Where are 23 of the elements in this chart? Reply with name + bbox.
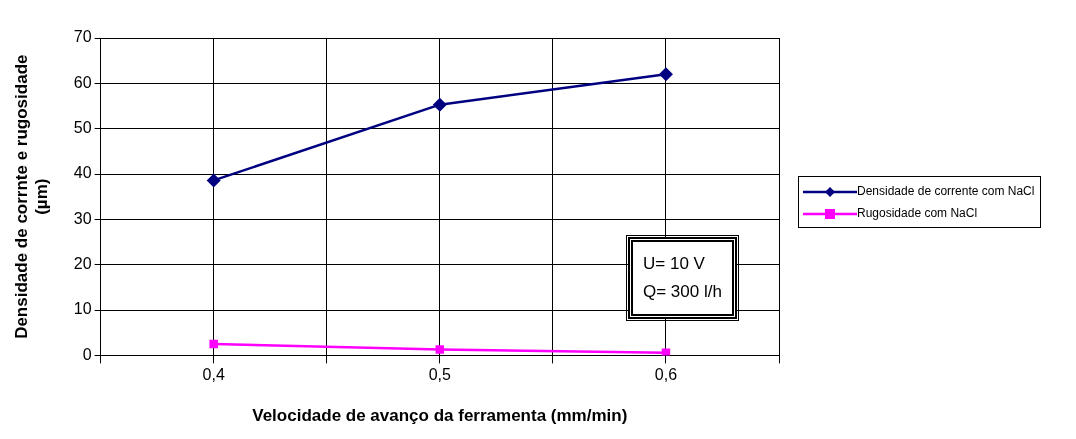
- y-tick-label: 70: [73, 28, 92, 46]
- annotation: Q= 300 l/h: [643, 281, 722, 303]
- x-tick-label: 0,5: [428, 366, 452, 384]
- y-axis-title: Densidade de corrnte e rugosidade (µm): [11, 54, 52, 339]
- y-tick-label: 50: [73, 119, 92, 137]
- x-tick-label: 0,6: [654, 366, 678, 384]
- x-tick-label: 0,4: [202, 366, 225, 384]
- y-tick-label: 40: [73, 164, 92, 182]
- y-tick-label: 10: [73, 300, 92, 318]
- point: [206, 173, 221, 188]
- point: [661, 348, 671, 356]
- point: [435, 345, 445, 354]
- x-axis-title: Velocidade de avanço da ferramenta (mm/min): [252, 406, 628, 426]
- point: [209, 339, 218, 349]
- legend-label: Rugosidade com NaCl: [857, 206, 978, 220]
- y-tick-label: 60: [73, 73, 92, 91]
- y-tick-label: 30: [73, 209, 92, 227]
- point: [432, 97, 447, 112]
- y-tick-label: 0: [82, 345, 92, 363]
- point: [658, 67, 673, 82]
- annotation: U= 10 V: [643, 253, 706, 275]
- legend-label: Densidade de corrente com NaCl: [857, 184, 1035, 198]
- y-tick-label: 20: [73, 255, 92, 273]
